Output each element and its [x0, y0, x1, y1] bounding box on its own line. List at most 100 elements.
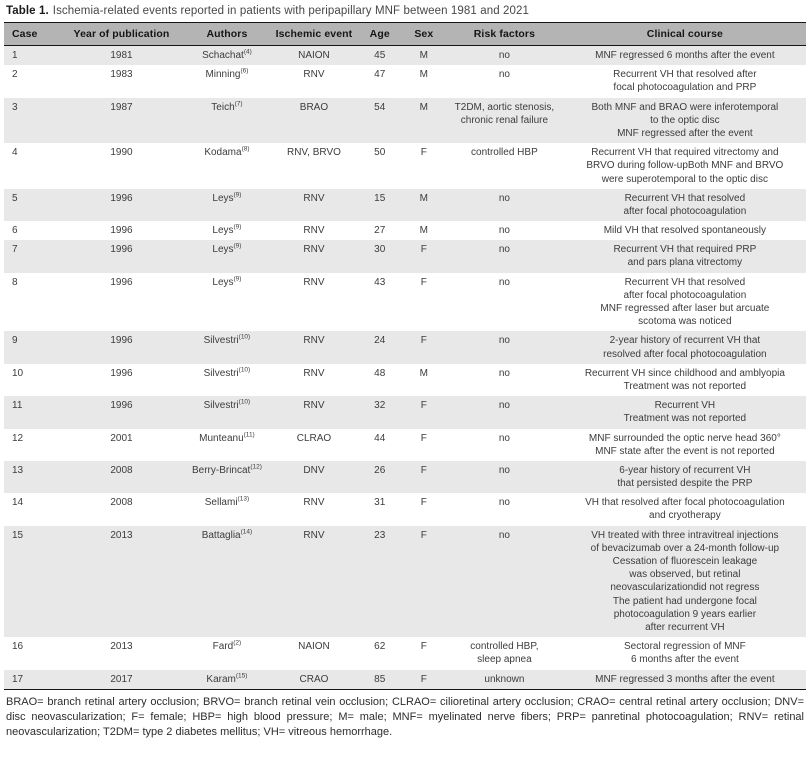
cell-case: 12: [12, 432, 24, 444]
cell-ischemic-event: CLRAO: [296, 432, 332, 444]
author-reference-number: (9): [233, 242, 242, 250]
cell-author: Leys(9): [183, 189, 271, 221]
cell-clinical-course: MNF regressed 3 months after the event: [595, 673, 775, 685]
cell-case: 1: [12, 50, 18, 61]
cell-risk-factors: no: [498, 69, 510, 81]
table-number-label: Table 1.: [6, 5, 49, 17]
cell-age: 24: [374, 335, 386, 347]
cell-case: 17: [12, 673, 24, 685]
cell-clinical-course: Recurrent VH since childhood and amblyop…: [584, 367, 785, 392]
cell-sex: M: [419, 101, 428, 113]
cell-ischemic-event: DNV: [303, 464, 325, 476]
cell-year: 2013: [110, 529, 133, 541]
cell-author: Karam(15): [183, 670, 271, 690]
cell-age: 32: [374, 400, 386, 412]
author-name: Sellami: [204, 497, 238, 509]
table-row: 9 1996 Silvestri(10) RNV 24 F no 2-year …: [4, 331, 806, 364]
data-table: Case Year of publication Authors Ischemi…: [4, 22, 806, 690]
author-reference-number: (4): [243, 48, 252, 56]
cell-risk-factors: no: [498, 529, 510, 541]
table-header-row: Case Year of publication Authors Ischemi…: [4, 22, 806, 46]
cell-sex: M: [419, 192, 428, 204]
author-reference-number: (10): [238, 366, 251, 374]
cell-clinical-course: VH that resolved after focal photocoagul…: [585, 497, 785, 522]
cell-year: 1996: [110, 276, 133, 288]
abbreviations-footnote: BRAO= branch retinal artery occlusion; B…: [6, 695, 804, 739]
cell-ischemic-event: RNV: [303, 400, 325, 412]
cell-ischemic-event: RNV, BRVO: [286, 147, 341, 159]
cell-clinical-course: 6-year history of recurrent VH that pers…: [617, 464, 753, 490]
cell-risk-factors: unknown: [484, 673, 525, 685]
cell-ischemic-event: RNV: [303, 367, 325, 379]
cell-year: 1996: [110, 244, 133, 256]
cell-risk-factors: no: [498, 497, 510, 509]
author-reference-number: (15): [235, 672, 248, 680]
cell-risk-factors: T2DM, aortic stenosis, chronic renal fai…: [454, 101, 555, 126]
cell-risk-factors: no: [498, 192, 510, 204]
cell-clinical-course: VH treated with three intravitreal injec…: [590, 529, 780, 633]
cell-age: 45: [374, 50, 386, 61]
cell-age: 47: [374, 69, 386, 81]
cell-sex: M: [419, 69, 428, 81]
author-name: Silvestri: [203, 400, 239, 412]
cell-ischemic-event: RNV: [303, 244, 325, 256]
author-reference-number: (2): [233, 639, 242, 647]
table-row: 3 1987 Teich(7) BRAO 54 M T2DM, aortic s…: [4, 97, 806, 144]
cell-author: Silvestri(10): [183, 396, 271, 428]
cell-author: Leys(9): [183, 273, 271, 332]
cell-clinical-course: Recurrent VH that required vitrectomy an…: [586, 147, 784, 185]
cell-ischemic-event: RNV: [303, 69, 325, 81]
author-name: Fard: [212, 641, 234, 653]
cell-age: 23: [374, 529, 386, 541]
cell-case: 15: [12, 529, 24, 541]
table-row: 14 2008 Sellami(13) RNV 31 F no VH that …: [4, 493, 806, 526]
cell-clinical-course: Recurrent VH that resolved after focal p…: [613, 69, 757, 94]
paper-table-page: Table 1. Ischemia-related events reported…: [4, 5, 806, 739]
col-header-sex: Sex: [402, 22, 446, 46]
table-row: 16 2013 Fard(2) NAION 62 F controlled HB…: [4, 637, 806, 670]
cell-clinical-course: Recurrent VH that resolved after focal p…: [600, 276, 770, 328]
author-name: Silvestri: [203, 335, 239, 347]
cell-author: Teich(7): [183, 98, 271, 144]
cell-year: 2008: [110, 497, 133, 509]
cell-author: Kodama(8): [183, 143, 271, 189]
cell-case: 6: [12, 225, 18, 237]
cell-author: Sellami(13): [183, 493, 271, 525]
cell-ischemic-event: NAION: [298, 641, 330, 653]
table-row: 6 1996 Leys(9) RNV 27 M no Mild VH that …: [4, 221, 806, 241]
cell-ischemic-event: RNV: [303, 335, 325, 347]
author-reference-number: (7): [234, 100, 243, 108]
cell-year: 1996: [110, 400, 133, 412]
col-header-ischemic-event: Ischemic event: [271, 22, 357, 46]
author-name: Leys: [212, 276, 234, 288]
cell-clinical-course: Both MNF and BRAO were inferotemporal to…: [591, 101, 779, 139]
cell-case: 5: [12, 192, 18, 204]
author-reference-number: (6): [240, 67, 249, 75]
cell-sex: F: [420, 400, 427, 412]
col-header-age: Age: [356, 22, 403, 46]
author-name: Battaglia: [201, 529, 241, 541]
cell-sex: F: [420, 641, 427, 653]
cell-case: 3: [12, 101, 18, 113]
cell-author: Leys(9): [183, 221, 271, 240]
col-header-authors: Authors: [182, 22, 272, 46]
table-row: 10 1996 Silvestri(10) RNV 48 M no Recurr…: [4, 363, 806, 397]
cell-ischemic-event: RNV: [303, 497, 325, 509]
cell-case: 13: [12, 464, 24, 476]
cell-case: 10: [12, 367, 24, 379]
table-row: 2 1983 Minning(6) RNV 47 M no Recurrent …: [4, 65, 806, 98]
cell-sex: F: [420, 673, 427, 685]
cell-ischemic-event: NAION: [298, 50, 330, 61]
table-row: 8 1996 Leys(9) RNV 43 F no Recurrent VH …: [4, 272, 806, 332]
cell-year: 1996: [110, 225, 133, 237]
cell-clinical-course: Recurrent VH Treatment was not reported: [623, 400, 747, 425]
cell-age: 15: [374, 192, 386, 204]
cell-case: 14: [12, 497, 24, 509]
author-name: Teich: [211, 101, 235, 113]
cell-age: 62: [374, 641, 386, 653]
col-header-risk-factors: Risk factors: [445, 22, 564, 46]
table-row: 17 2017 Karam(15) CRAO 85 F unknown MNF …: [4, 669, 806, 690]
cell-ischemic-event: CRAO: [299, 673, 329, 685]
cell-clinical-course: Mild VH that resolved spontaneously: [603, 225, 767, 237]
cell-risk-factors: no: [498, 367, 510, 379]
